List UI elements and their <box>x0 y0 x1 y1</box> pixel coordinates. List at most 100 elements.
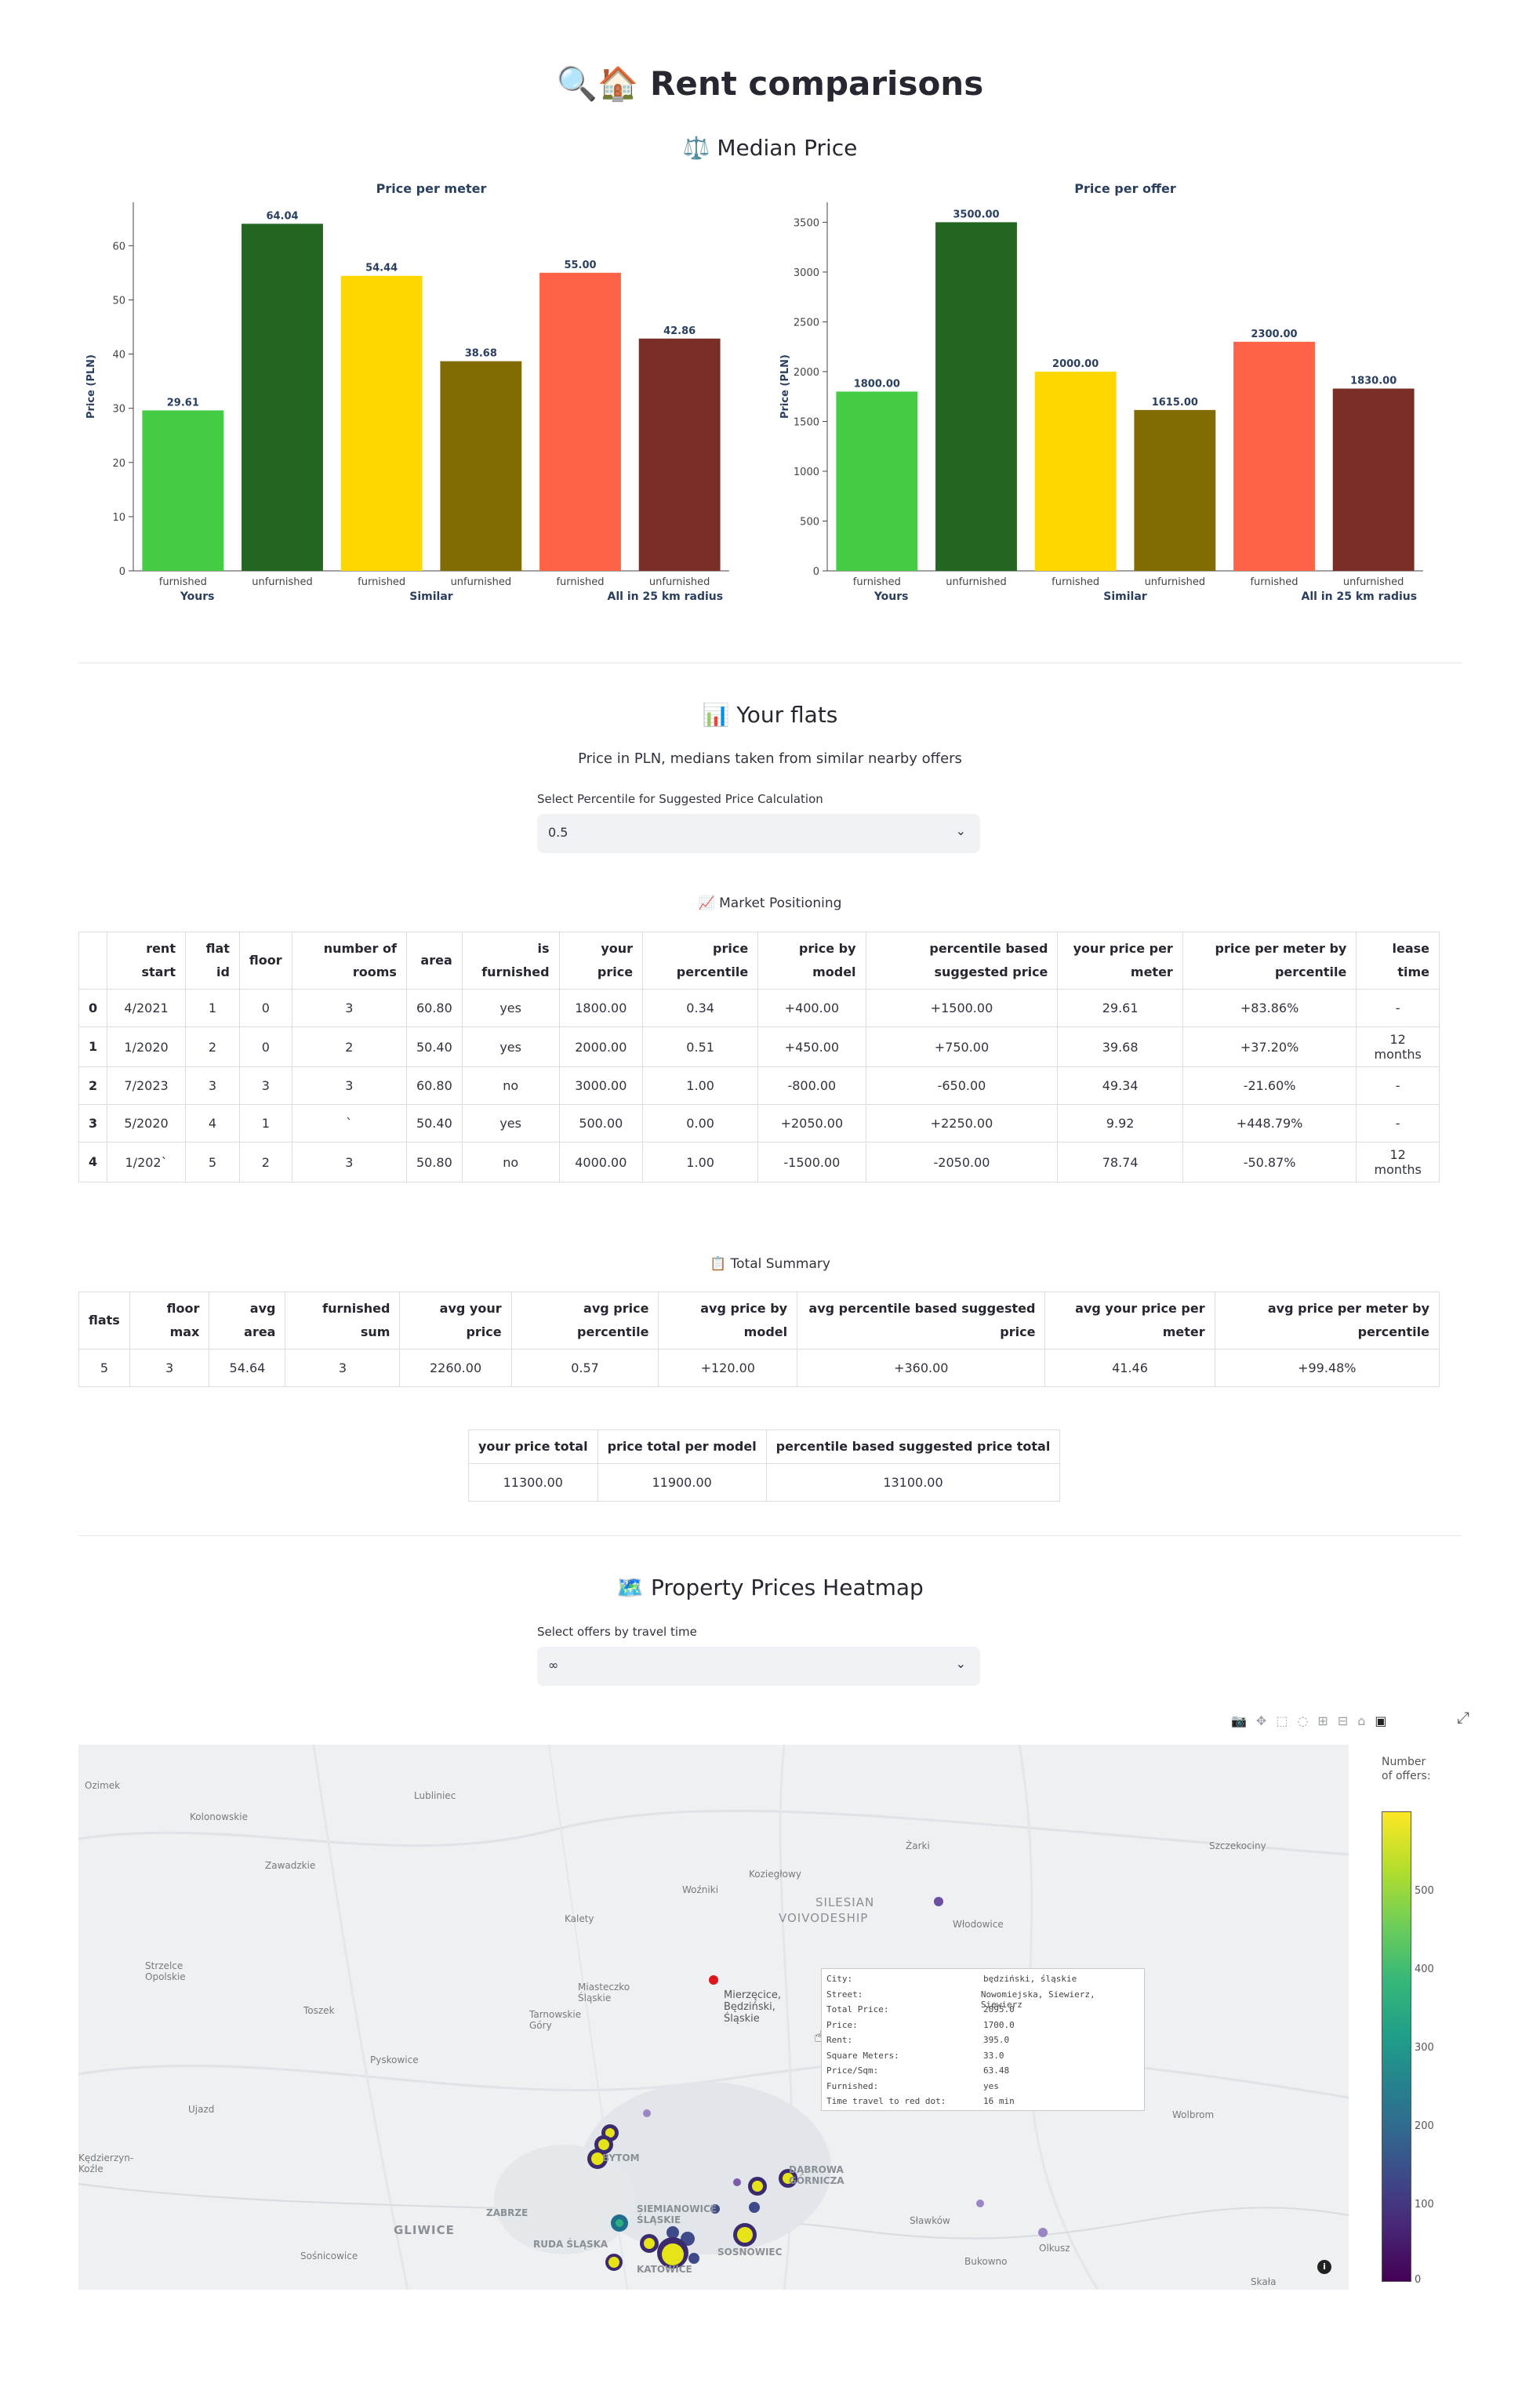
table-cell: - <box>1356 1066 1440 1105</box>
bar-chart-icon: 📊 <box>702 702 730 728</box>
table-cell: 1 <box>184 989 240 1027</box>
table-cell: +2050.00 <box>757 1104 866 1143</box>
heatmap-map[interactable]: Ozimek Lubliniec Kolonowskie Żarki Szcze… <box>78 1745 1349 2290</box>
bar <box>1332 388 1415 571</box>
bar <box>242 223 323 571</box>
travel-time-select-label: Select offers by travel time <box>537 1625 697 1639</box>
colorbar-title: Number of offers: <box>1382 1756 1431 1782</box>
fullscreen-icon[interactable]: ⤢ <box>1457 1708 1469 1727</box>
tooltip-row: Furnished: yes <box>826 2081 1139 2097</box>
tooltip-key: Street: <box>826 1989 863 2000</box>
map-label: Wolbrom <box>1172 2109 1215 2120</box>
travel-time-select-value: ∞ <box>548 1658 559 1673</box>
table-cell: +37.20% <box>1182 1026 1357 1067</box>
column-header: flats <box>78 1291 130 1350</box>
table-cell: 3 <box>291 1142 407 1182</box>
row-index: 1 <box>78 1026 108 1067</box>
column-header: rent start <box>107 932 186 990</box>
y-tick-label: 3500 <box>794 217 819 229</box>
camera-icon[interactable]: 📷 <box>1231 1713 1247 1728</box>
tooltip-value: Nowomiejska, Siewierz, Siewierz <box>980 1989 1095 2010</box>
row-index: 4 <box>78 1142 108 1182</box>
percentile-select[interactable]: 0.5 ⌄ <box>537 814 980 853</box>
lasso-icon[interactable]: ◌ <box>1297 1713 1309 1728</box>
total-summary-heading: 📋 Total Summary <box>0 1256 1540 1272</box>
y-axis-label: Price (PLN) <box>779 354 791 419</box>
colorbar-tick-label: 100 <box>1415 2199 1434 2211</box>
table-cell: 1.00 <box>642 1066 759 1105</box>
group-label: Yours <box>180 590 215 603</box>
table-cell: - <box>1356 1104 1440 1143</box>
x-tick-label: unfurnished <box>946 576 1007 588</box>
table-cell: 9.92 <box>1057 1104 1183 1143</box>
table-cell: 3 <box>129 1349 210 1387</box>
x-tick-label: unfurnished <box>1343 576 1404 588</box>
bar-value-label: 3500.00 <box>953 209 999 220</box>
travel-time-select[interactable]: ∞ ⌄ <box>537 1647 980 1686</box>
zoom-out-icon[interactable]: ⊟ <box>1337 1713 1349 1728</box>
tooltip-value: 63.48 <box>983 2065 1010 2076</box>
table-cell: 3 <box>285 1349 401 1387</box>
zoom-in-icon[interactable]: ⊞ <box>1317 1713 1328 1728</box>
group-label: Similar <box>409 590 453 603</box>
bar <box>836 391 918 571</box>
table-cell: +99.48% <box>1214 1349 1440 1387</box>
column-header: price by model <box>757 932 866 990</box>
table-cell: +750.00 <box>865 1026 1059 1067</box>
total-summary-title: Total Summary <box>730 1256 830 1272</box>
box-select-icon[interactable]: ⬚ <box>1276 1713 1288 1728</box>
table-cell: 1800.00 <box>558 989 644 1027</box>
table-cell: 50.40 <box>405 1026 463 1067</box>
table-cell: 1/202` <box>107 1142 186 1182</box>
table-row: 2 7/2023 3 3 3 60.80 no 3000.00 1.00 -800.00 -650.… <box>78 1066 1440 1105</box>
divider <box>78 1535 1462 1536</box>
tooltip-row: Time travel to red dot: 16 min <box>826 2096 1139 2112</box>
info-icon[interactable]: i <box>1317 2260 1331 2274</box>
table-cell: 4 <box>184 1104 240 1143</box>
colorbar-tick-label: 300 <box>1415 2042 1434 2054</box>
x-tick-label: unfurnished <box>451 576 512 588</box>
map-label: Żarki <box>906 1840 930 1851</box>
chevron-down-icon: ⌄ <box>955 823 966 838</box>
hover-tooltip: City: będziński, śląskie Street: Nowomiejsk… <box>821 1968 1145 2111</box>
table-cell: 0 <box>238 989 292 1027</box>
home-icon[interactable]: ⌂ <box>1357 1713 1366 1728</box>
table-cell: +1500.00 <box>865 989 1059 1027</box>
totals-table: your price total price total per model per… <box>468 1429 1061 1502</box>
map-label: Ujazd <box>188 2104 215 2115</box>
market-positioning-heading: 📈 Market Positioning <box>0 895 1540 911</box>
table-row: 5 3 54.64 3 2260.00 0.57 +120.00 +360.00 41.46 +9… <box>78 1349 1440 1387</box>
table-cell: 1/2020 <box>107 1026 186 1067</box>
table-cell: -50.87% <box>1182 1142 1357 1182</box>
chart-title: Price per offer <box>1074 181 1176 196</box>
table-cell: 3 <box>238 1066 292 1105</box>
tooltip-value: 33.0 <box>983 2050 1004 2061</box>
percentile-select-value: 0.5 <box>548 825 568 840</box>
table-header-row: rent start flat id floor number of rooms are… <box>78 932 1440 990</box>
table-cell: 2260.00 <box>399 1349 512 1387</box>
colorbar-tick-label: 0 <box>1415 2274 1422 2286</box>
bar <box>539 272 621 571</box>
table-cell: 7/2023 <box>107 1066 186 1105</box>
your-flats-heading: 📊 Your flats <box>0 702 1540 728</box>
map-label: SOSNOWIEC <box>717 2247 783 2258</box>
table-cell: 0.00 <box>642 1104 759 1143</box>
bar <box>1134 409 1216 571</box>
tooltip-value: yes <box>983 2080 999 2091</box>
tooltip-row: Price/Sqm: 63.48 <box>826 2065 1139 2081</box>
column-header: price percentile <box>642 932 759 990</box>
table-cell: 5 <box>184 1142 240 1182</box>
pan-icon[interactable]: ✥ <box>1255 1713 1267 1728</box>
y-tick-label: 500 <box>800 516 819 528</box>
table-cell: 4/2021 <box>107 989 186 1027</box>
plotly-logo-icon[interactable]: ▣ <box>1375 1713 1387 1728</box>
map-label: Sośnicowice <box>300 2251 358 2261</box>
column-header: avg price per meter by percentile <box>1214 1291 1440 1350</box>
y-tick-label: 30 <box>112 404 125 416</box>
map-label: RUDA ŚLĄSKA <box>533 2239 608 2250</box>
table-cell: 5/2020 <box>107 1104 186 1143</box>
bar <box>440 361 522 571</box>
group-label: Similar <box>1103 590 1147 603</box>
map-label: DĄBROWA GÓRNICZA <box>789 2164 844 2186</box>
tooltip-key: Time travel to red dot: <box>826 2096 946 2106</box>
